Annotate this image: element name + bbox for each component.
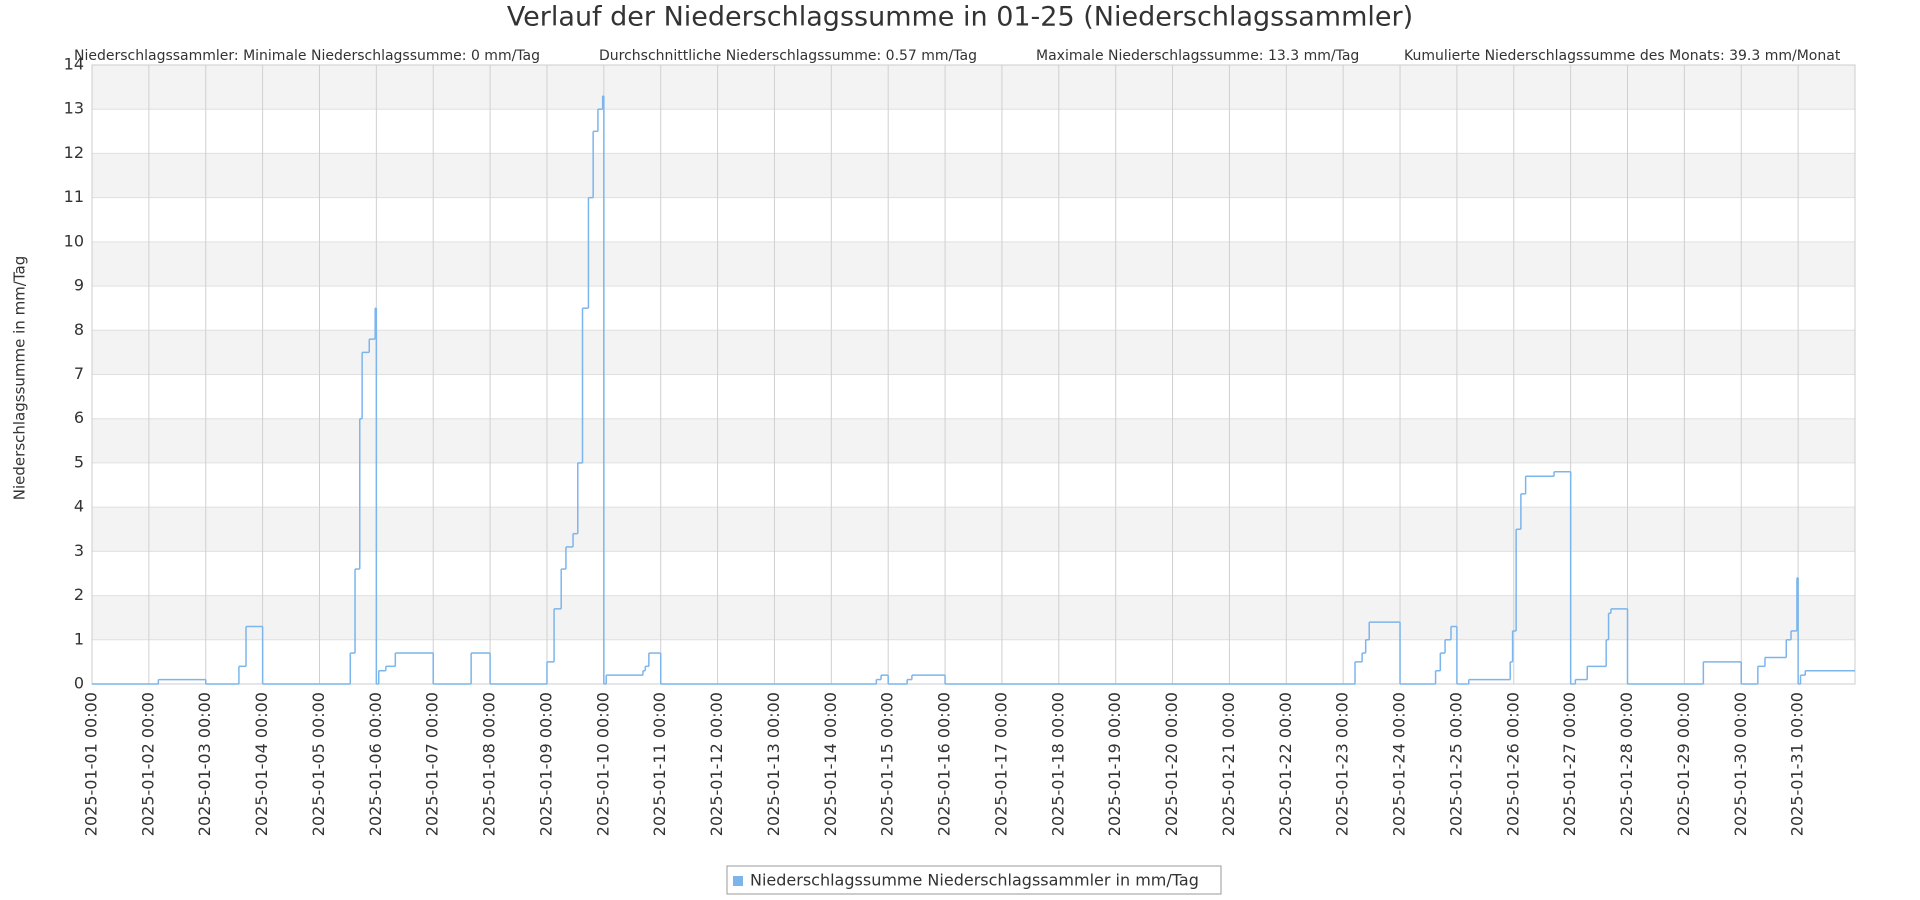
y-tick-label: 13 [64, 99, 84, 118]
chart-title: Verlauf der Niederschlagssumme in 01-25 … [507, 2, 1413, 33]
y-tick-label: 1 [74, 629, 84, 648]
grid-band [92, 507, 1855, 552]
x-tick-label: 2025-01-31 00:00 [1788, 692, 1807, 836]
x-tick-label: 2025-01-04 00:00 [252, 692, 271, 836]
x-tick-label: 2025-01-07 00:00 [423, 692, 442, 836]
x-tick-label: 2025-01-06 00:00 [366, 692, 385, 836]
x-tick-label: 2025-01-14 00:00 [821, 692, 840, 836]
legend-swatch [733, 876, 743, 886]
legend-box [726, 865, 1222, 895]
grid-band [92, 153, 1855, 198]
x-tick-label: 2025-01-03 00:00 [195, 692, 214, 836]
x-tick-label: 2025-01-02 00:00 [138, 692, 157, 836]
annotation: Maximale Niederschlagssumme: 13.3 mm/Tag [1036, 48, 1359, 64]
y-tick-label: 9 [74, 276, 84, 295]
x-tick-label: 2025-01-13 00:00 [764, 692, 783, 836]
x-tick-label: 2025-01-20 00:00 [1162, 692, 1181, 836]
annotation: Kumulierte Niederschlagssumme des Monats… [1404, 48, 1841, 64]
x-tick-label: 2025-01-08 00:00 [480, 692, 499, 836]
x-tick-label: 2025-01-19 00:00 [1105, 692, 1124, 836]
y-tick-label: 6 [74, 408, 84, 427]
y-tick-label: 11 [64, 187, 84, 206]
x-tick-label: 2025-01-24 00:00 [1390, 692, 1409, 836]
y-tick-label: 3 [74, 541, 84, 560]
y-tick-label: 12 [64, 143, 84, 162]
x-tick-label: 2025-01-21 00:00 [1219, 692, 1238, 836]
x-tick-label: 2025-01-10 00:00 [593, 692, 612, 836]
x-tick-label: 2025-01-27 00:00 [1560, 692, 1579, 836]
grid-band [92, 595, 1855, 640]
y-tick-label: 14 [64, 55, 84, 74]
grid-band [92, 330, 1855, 375]
y-tick-label: 7 [74, 364, 84, 383]
x-tick-label: 2025-01-15 00:00 [878, 692, 897, 836]
legend-label: Niederschlagssumme Niederschlagssammler … [750, 871, 1199, 890]
y-tick-label: 5 [74, 452, 84, 471]
grid-band [92, 65, 1855, 110]
x-tick-label: 2025-01-01 00:00 [82, 692, 101, 836]
y-axis-title: Niederschlagssumme in mm/Tag [11, 256, 29, 500]
x-tick-label: 2025-01-29 00:00 [1674, 692, 1693, 836]
annotation: Durchschnittliche Niederschlagssumme: 0.… [599, 48, 977, 64]
x-tick-label: 2025-01-28 00:00 [1617, 692, 1636, 836]
x-tick-label: 2025-01-18 00:00 [1048, 692, 1067, 836]
x-tick-label: 2025-01-11 00:00 [650, 692, 669, 836]
x-tick-label: 2025-01-22 00:00 [1276, 692, 1295, 836]
x-tick-label: 2025-01-05 00:00 [309, 692, 328, 836]
x-tick-label: 2025-01-30 00:00 [1731, 692, 1750, 836]
y-tick-label: 4 [74, 497, 84, 516]
annotation: Niederschlagssammler: Minimale Niedersch… [74, 48, 540, 64]
x-tick-label: 2025-01-26 00:00 [1503, 692, 1522, 836]
x-tick-label: 2025-01-16 00:00 [935, 692, 954, 836]
y-tick-label: 2 [74, 585, 84, 604]
y-tick-label: 10 [64, 231, 84, 250]
x-tick-label: 2025-01-09 00:00 [536, 692, 555, 836]
x-tick-label: 2025-01-12 00:00 [707, 692, 726, 836]
y-tick-label: 0 [74, 674, 84, 693]
x-tick-label: 2025-01-23 00:00 [1333, 692, 1352, 836]
y-tick-label: 8 [74, 320, 84, 339]
grid-band [92, 241, 1855, 287]
x-tick-label: 2025-01-17 00:00 [991, 692, 1010, 836]
grid-band [92, 418, 1855, 463]
x-tick-label: 2025-01-25 00:00 [1446, 692, 1465, 836]
